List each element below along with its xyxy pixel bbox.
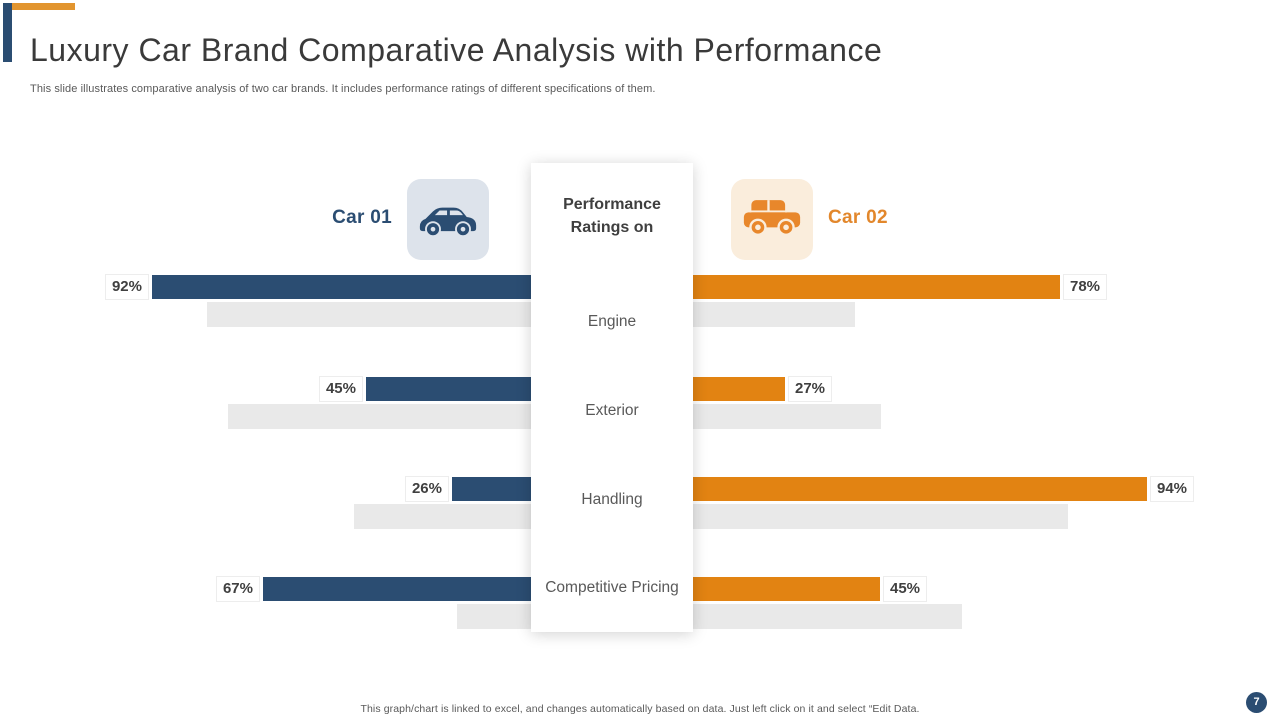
chart-center-title: Performance Ratings on: [563, 196, 661, 236]
car1-bar: [452, 477, 531, 501]
car-side-orange-icon: [742, 195, 802, 244]
car2-bar: [693, 577, 880, 601]
car1-value-label: 26%: [404, 476, 449, 502]
car1-track: [228, 404, 531, 429]
car1-bar: [152, 275, 531, 299]
car2-track: [693, 504, 1068, 529]
category-label: Handling: [581, 491, 643, 508]
accent-bar-horizontal: [12, 3, 75, 10]
car2-value-label: 45%: [883, 576, 928, 602]
page-title: Luxury Car Brand Comparative Analysis wi…: [30, 32, 883, 68]
footer-note: This graph/chart is linked to excel, and…: [360, 703, 920, 715]
page-subtitle: This slide illustrates comparative analy…: [30, 83, 656, 95]
car2-track: [693, 604, 962, 629]
car1-bar: [366, 377, 531, 401]
car1-icon-tile: [407, 179, 489, 260]
car2-icon-tile: [731, 179, 813, 260]
car1-label: Car 01: [332, 207, 392, 228]
car-side-blue-icon: [418, 195, 478, 244]
center-panel: Performance Ratings on Engine Exterior Han…: [531, 163, 693, 632]
car1-track: [207, 302, 531, 327]
car2-track: [693, 404, 881, 429]
category-label: Engine: [587, 313, 637, 330]
car2-bar: [693, 377, 785, 401]
category-label: Exterior: [585, 402, 639, 419]
car2-label: Car 02: [828, 207, 888, 228]
page-number-badge: 7: [1246, 692, 1267, 713]
car2-value-label: 94%: [1150, 476, 1195, 502]
car2-bar: [693, 275, 1060, 299]
car2-track: [693, 302, 855, 327]
car1-value-label: 67%: [215, 576, 260, 602]
car1-bar: [263, 577, 531, 601]
car1-value-label: 45%: [318, 376, 363, 402]
car2-bar: [693, 477, 1147, 501]
car2-value-label: 27%: [788, 376, 833, 402]
car1-value-label: 92%: [104, 274, 149, 300]
car2-value-label: 78%: [1063, 274, 1108, 300]
car1-track: [457, 604, 531, 629]
car1-track: [354, 504, 531, 529]
category-label: Competitive Pricing: [545, 579, 679, 596]
accent-bar-vertical: [3, 3, 12, 62]
